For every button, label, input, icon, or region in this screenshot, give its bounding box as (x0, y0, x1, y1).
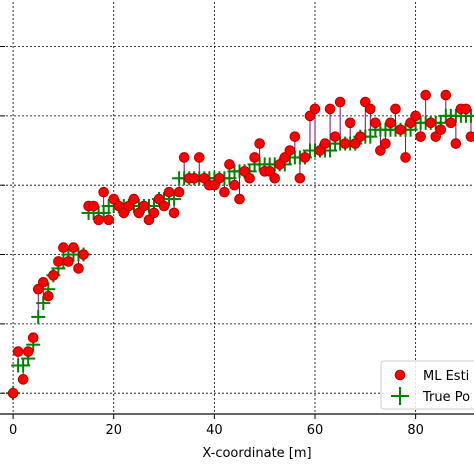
ml-estimate-point (365, 103, 376, 115)
ml-estimate-point (219, 186, 230, 198)
ml-estimate-point (425, 117, 437, 129)
ml-estimate-point (465, 131, 474, 142)
true-position-point (36, 296, 51, 311)
ml-estimate-point (324, 103, 336, 115)
ml-estimate-point (193, 152, 205, 163)
ml-estimate-point (400, 152, 411, 163)
ml-estimate-series (7, 89, 474, 399)
ml-estimate-point (370, 117, 381, 129)
ml-estimate-point (254, 138, 265, 149)
legend: ML Esti True Po (380, 360, 474, 410)
ml-estimate-point (178, 152, 190, 163)
ml-estimate-point (440, 89, 452, 101)
legend-circle-marker (394, 369, 406, 381)
legend-marker-ml-estimate (394, 369, 406, 381)
ml-estimate-point (98, 186, 109, 198)
ml-estimate-point (27, 332, 39, 344)
true-position-point (463, 108, 474, 123)
ml-estimate-point (148, 207, 160, 219)
ml-estimate-point (22, 346, 34, 357)
ml-estimate-point (420, 89, 431, 101)
ml-estimate-point (334, 96, 346, 108)
error-stems (17, 95, 472, 380)
ml-estimate-point (48, 270, 59, 281)
legend-label-true-position: True Po (422, 390, 470, 405)
ml-estimate-point (7, 387, 19, 399)
ml-estimate-point (294, 172, 306, 184)
x-tick-label: 0 (9, 423, 17, 438)
ml-estimate-point (380, 138, 391, 149)
ml-estimate-point (12, 346, 24, 357)
ml-estimate-point (63, 256, 74, 267)
ml-estimate-point (385, 117, 396, 129)
ml-estimate-point (188, 172, 200, 184)
ml-estimate-point (435, 124, 447, 136)
grid-lines (0, 0, 474, 414)
legend-plus-marker (391, 387, 409, 405)
true-position-point (167, 192, 182, 207)
ml-estimate-point (68, 242, 79, 253)
ml-estimate-point (410, 110, 421, 122)
ml-estimate-point (103, 214, 114, 226)
ml-estimate-point (88, 200, 99, 212)
legend-label-ml-estimate: ML Esti (423, 369, 469, 384)
ml-estimate-point (93, 214, 104, 226)
ml-estimate-point (299, 152, 311, 163)
ml-estimate-point (244, 172, 255, 184)
ml-estimate-point (234, 193, 245, 205)
ml-estimate-point (128, 193, 140, 205)
ml-estimate-point (395, 124, 406, 136)
legend-marker-true-position (391, 387, 409, 405)
ml-estimate-point (339, 138, 351, 149)
ml-estimate-point (450, 138, 462, 149)
ml-estimate-point (329, 131, 341, 142)
x-axis-label: X-coordinate [m] (202, 446, 311, 461)
ml-estimate-point (390, 103, 401, 115)
x-tick-label: 40 (206, 423, 223, 438)
ml-estimate-point (284, 145, 296, 156)
ml-estimate-point (138, 200, 150, 212)
ml-estimate-point (344, 117, 356, 129)
ml-estimate-point (354, 131, 366, 142)
ml-estimate-point (415, 131, 426, 142)
ml-estimate-point (53, 256, 64, 267)
ml-estimate-point (214, 172, 225, 184)
ml-estimate-point (173, 186, 185, 198)
ml-estimate-point (163, 186, 175, 198)
x-tick-label: 80 (407, 423, 424, 438)
ml-estimate-point (58, 242, 69, 253)
ml-estimate-point (269, 172, 281, 184)
x-tick-labels: 0 20 40 60 80 (9, 423, 424, 438)
ml-estimate-point (445, 117, 457, 129)
x-tick-label: 60 (307, 423, 324, 438)
ml-estimate-point (249, 152, 260, 163)
x-tick-label: 20 (105, 423, 122, 438)
plot-frame (0, 413, 474, 415)
ml-estimate-point (158, 200, 170, 212)
ml-estimate-point (224, 159, 235, 170)
ml-estimate-point (17, 374, 29, 385)
ml-estimate-point (37, 276, 49, 288)
ml-estimate-point (309, 103, 321, 115)
ml-estimate-point (168, 207, 180, 219)
axis-ticks (0, 46, 417, 419)
ml-estimate-point (289, 131, 301, 142)
true-position-point (31, 309, 46, 324)
ml-estimate-point (229, 179, 240, 191)
ml-estimate-point (319, 138, 331, 149)
ml-estimate-point (460, 103, 472, 115)
ml-estimate-point (78, 249, 89, 260)
ml-estimate-point (73, 263, 84, 274)
ml-estimate-point (43, 290, 54, 302)
